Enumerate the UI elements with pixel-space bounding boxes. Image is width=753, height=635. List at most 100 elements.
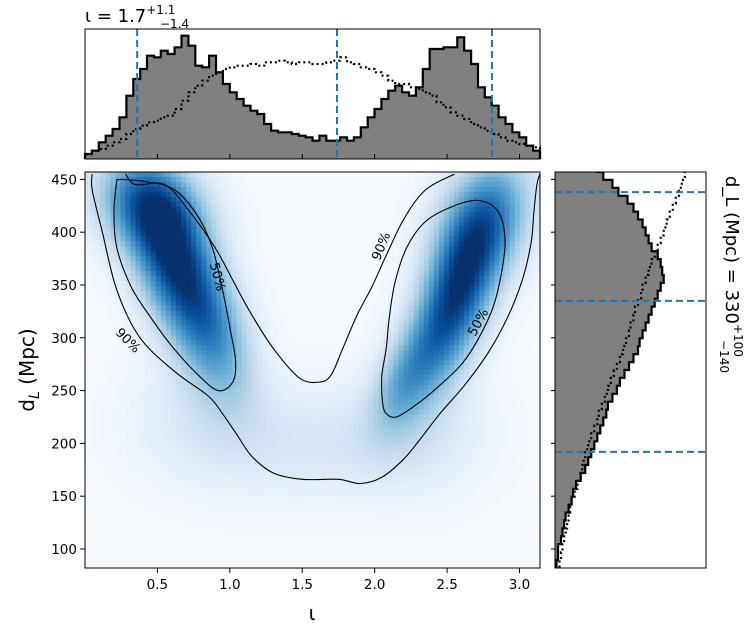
heatmap-cell <box>150 399 157 406</box>
heatmap-cell <box>398 266 404 272</box>
heatmap-cell <box>115 424 121 430</box>
heatmap-cell <box>373 315 379 321</box>
heatmap-cell <box>358 365 364 371</box>
heatmap-cell <box>327 206 334 212</box>
heatmap-cell <box>231 464 238 470</box>
heatmap-cell <box>206 404 212 410</box>
heatmap-cell <box>317 280 324 287</box>
heatmap-cell <box>256 518 263 524</box>
heatmap-cell <box>135 226 142 232</box>
heatmap-cell <box>165 226 172 232</box>
heatmap-cell <box>383 508 389 514</box>
heatmap-cell <box>368 454 374 460</box>
heatmap-cell <box>130 261 136 267</box>
heatmap-cell <box>378 394 384 401</box>
heatmap-cell <box>256 498 263 505</box>
heatmap-cell <box>332 211 339 217</box>
heatmap-cell <box>130 488 136 495</box>
heatmap-cell <box>201 488 207 495</box>
heatmap-cell <box>267 271 273 277</box>
heatmap-cell <box>130 454 136 460</box>
heatmap-cell <box>216 444 222 450</box>
heatmap-cell <box>332 285 339 292</box>
heatmap-cell <box>140 409 147 415</box>
heatmap-cell <box>95 384 101 391</box>
heatmap-cell <box>322 469 329 475</box>
heatmap-cell <box>226 498 233 505</box>
heatmap-cell <box>272 226 278 232</box>
heatmap-cell <box>378 300 384 307</box>
heatmap-cell <box>130 563 136 568</box>
heatmap-cell <box>277 320 283 326</box>
heatmap-cell <box>352 355 359 361</box>
heatmap-cell <box>130 404 136 410</box>
heatmap-cell <box>115 261 121 267</box>
heatmap-cell <box>368 191 374 198</box>
heatmap-cell <box>110 424 116 430</box>
heatmap-cell <box>317 295 324 302</box>
heatmap-cell <box>261 285 268 292</box>
heatmap-cell <box>256 280 263 287</box>
heatmap-cell <box>216 201 222 208</box>
heatmap-cell <box>221 241 227 247</box>
heatmap-cell <box>307 483 313 490</box>
heatmap-cell <box>236 374 243 381</box>
heatmap-cell <box>267 374 273 381</box>
heatmap-cell <box>140 478 147 485</box>
heatmap-cell <box>322 508 329 514</box>
heatmap-cell <box>236 295 243 302</box>
heatmap-cell <box>327 538 334 544</box>
heatmap-cell <box>115 399 121 406</box>
heatmap-cell <box>347 538 354 544</box>
heatmap-cell <box>251 295 258 302</box>
heatmap-cell <box>337 543 344 549</box>
heatmap-cell <box>277 340 283 346</box>
heatmap-cell <box>373 488 379 495</box>
heatmap-cell <box>282 325 288 331</box>
heatmap-cell <box>90 275 96 282</box>
heatmap-cell <box>282 275 288 282</box>
heatmap-cell <box>297 275 303 282</box>
heatmap-cell <box>292 335 298 341</box>
heatmap-cell <box>388 340 394 346</box>
heatmap-cell <box>363 389 369 396</box>
heatmap-cell <box>358 226 364 232</box>
heatmap-cell <box>363 181 369 188</box>
heatmap-cell <box>277 295 283 302</box>
heatmap-cell <box>221 439 227 445</box>
heatmap-cell <box>85 285 91 292</box>
heatmap-cell <box>201 320 207 326</box>
heatmap-cell <box>150 518 157 524</box>
heatmap-cell <box>393 191 399 198</box>
heatmap-cell <box>272 493 278 500</box>
heatmap-cell <box>256 493 263 500</box>
heatmap-cell <box>307 206 313 212</box>
heatmap-cell <box>125 454 131 460</box>
heatmap-cell <box>327 325 334 331</box>
heatmap-cell <box>292 181 298 188</box>
heatmap-cell <box>368 439 374 445</box>
heatmap-cell <box>231 449 238 455</box>
heatmap-cell <box>322 191 329 198</box>
heatmap-cell <box>261 434 268 440</box>
heatmap-cell <box>115 340 121 346</box>
heatmap-cell <box>256 226 263 232</box>
heatmap-cell <box>231 558 238 564</box>
heatmap-cell <box>216 280 222 287</box>
heatmap-cell <box>277 266 283 272</box>
heatmap-cell <box>378 280 384 287</box>
heatmap-cell <box>383 548 389 554</box>
heatmap-cell <box>160 503 167 509</box>
heatmap-cell <box>393 533 399 539</box>
heatmap-cell <box>363 226 369 232</box>
heatmap-cell <box>226 464 233 470</box>
heatmap-cell <box>165 236 172 242</box>
heatmap-cell <box>115 330 121 336</box>
heatmap-cell <box>282 261 288 267</box>
heatmap-cell <box>186 444 192 450</box>
heatmap-cell <box>191 295 197 302</box>
heatmap-cell <box>363 394 369 401</box>
heatmap-cell <box>110 300 116 307</box>
heatmap-cell <box>160 280 167 287</box>
heatmap-cell <box>226 201 233 208</box>
